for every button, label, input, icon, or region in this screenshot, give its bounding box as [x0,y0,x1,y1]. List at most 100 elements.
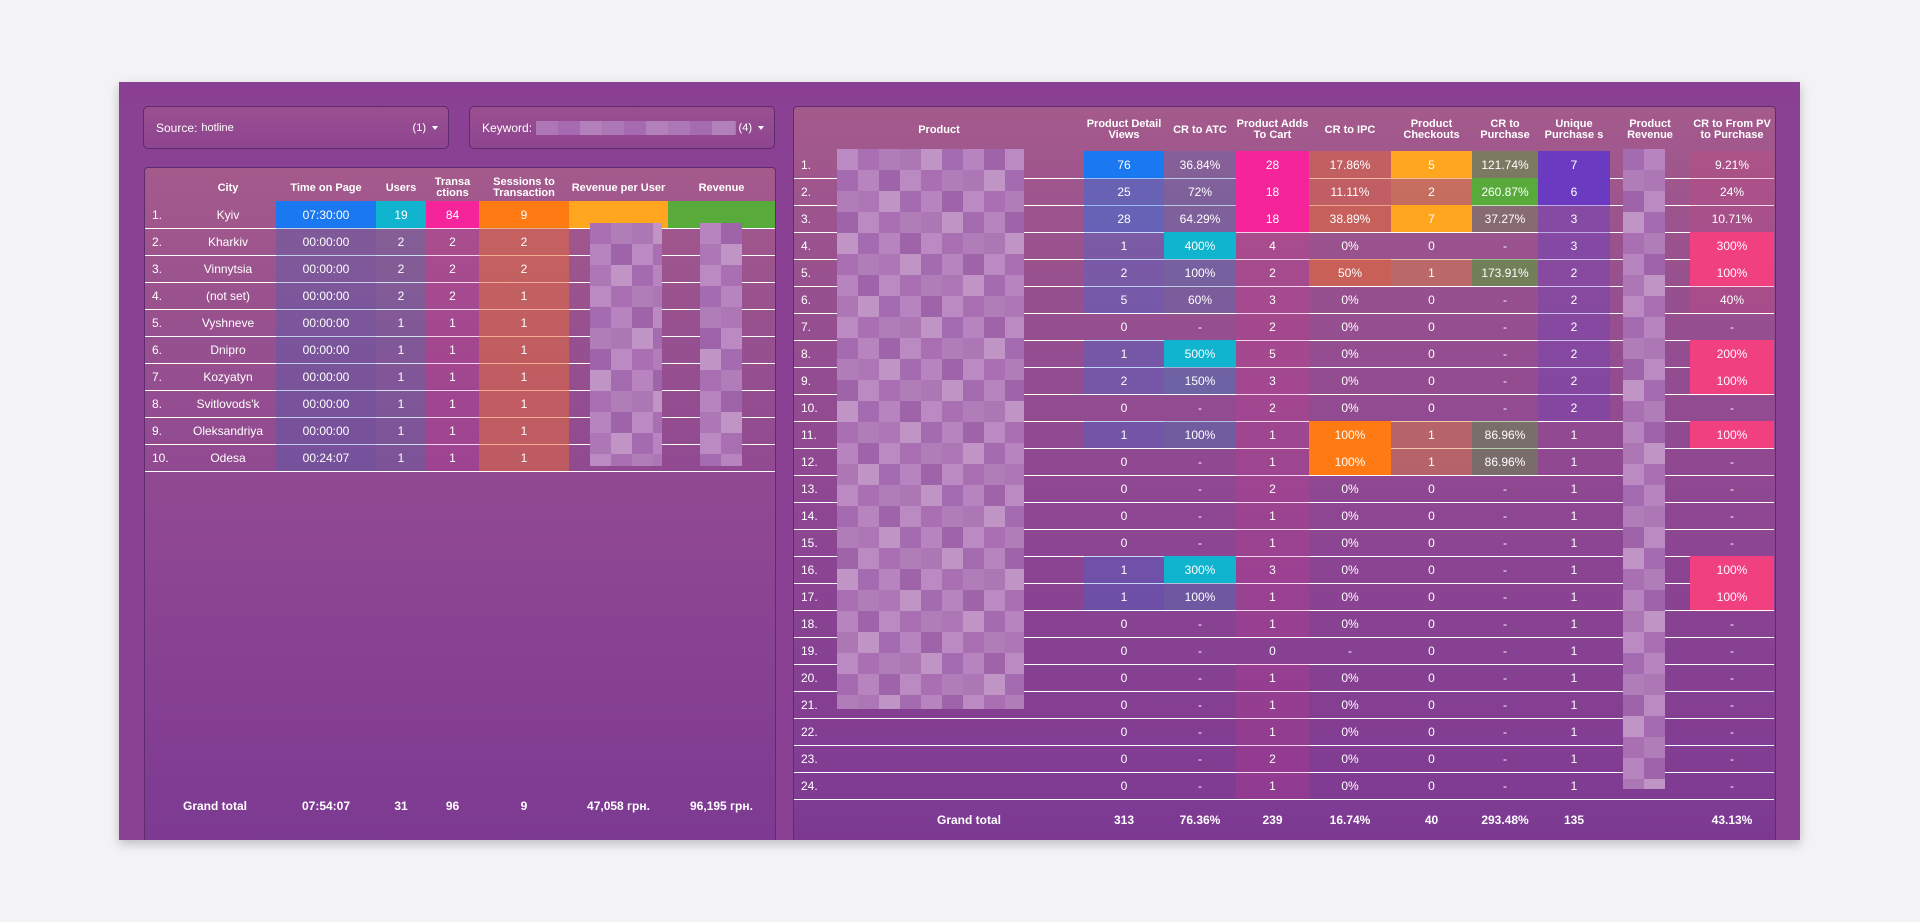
detail-views-cell: 0 [1120,697,1128,712]
time-cell: 00:00:00 [276,282,376,309]
cr-to-ipc-cell: 0% [1341,508,1359,523]
city-cell: Kharkiv [207,234,248,249]
checkouts-cell: 0 [1428,643,1435,658]
city-cell: (not set) [205,288,250,303]
users-cell: 19 [376,201,426,228]
users-cell: 1 [376,363,426,390]
cr-to-ipc-cell: 0% [1341,751,1359,766]
row-index: 4. [801,238,812,253]
table-row: 4. (not set) 00:00:00 2 2 1 [145,282,775,310]
table-row: 5. 2 100% 2 50% 1 173.91% 2 100% [794,259,1774,287]
detail-views-cell: 0 [1120,535,1128,550]
total-band [794,802,1774,840]
cr-to-atc-cell: 60% [1164,286,1236,313]
grand-total-label: Grand total [182,799,247,813]
row-index: 2. [152,234,163,249]
cr-to-atc-cell: - [1198,481,1202,496]
detail-views-cell: 1 [1084,583,1164,610]
cr-to-atc-cell: - [1198,508,1202,523]
unique-purchases-cell: 1 [1570,589,1578,604]
adds-to-cart-cell: 2 [1236,475,1309,502]
total-cr-to-ipc: 16.74% [1329,813,1371,827]
detail-views-cell: 0 [1120,670,1128,685]
total-revenue-per-user: 47,058 грн. [587,799,650,813]
row-index: 5. [152,315,163,330]
row-index: 17. [801,589,818,604]
sessions-cell: 2 [479,228,569,255]
checkouts-cell: 0 [1428,724,1435,739]
table-row: 16. 1 300% 3 0% 0-1 100% [794,556,1774,584]
total-checkouts: 40 [1424,813,1439,827]
checkouts-cell: 0 [1428,751,1435,766]
detail-views-cell: 0 [1120,643,1128,658]
checkouts-cell: 0 [1428,589,1435,604]
pv-to-purchase-cell: 9.21% [1690,151,1774,178]
unique-purchases-cell: 1 [1570,454,1578,469]
transactions-cell: 1 [426,390,479,417]
row-index: 11. [801,427,817,442]
pv-to-purchase-cell: 100% [1690,583,1774,610]
table-row: 19. 0 - 0 - 0 - 1 - [794,637,1774,665]
checkouts-cell: 1 [1391,259,1472,286]
table-row: 2. 25 72% 18 11.11% 2 260.87% 6 24% [794,178,1774,206]
unique-purchases-cell: 1 [1570,481,1578,496]
checkouts-cell: 7 [1391,205,1472,232]
row-index: 9. [152,423,163,438]
cr-to-atc-cell: - [1198,616,1202,631]
city-col-header: Time on Page [290,181,362,194]
table-row: 7. 0 - 2 0% 0 - 2 - [794,313,1774,341]
sessions-cell: 1 [479,309,569,336]
cr-to-ipc-cell: 0% [1341,778,1359,793]
product-col-header: Product Checkouts [1403,118,1460,141]
adds-to-cart-cell: 1 [1236,421,1309,448]
cr-to-ipc-cell: 0% [1341,238,1359,253]
unique-purchases-cell: 6 [1538,178,1610,205]
row-index: 13. [801,481,818,496]
detail-views-cell: 0 [1120,319,1128,334]
revenue-redacted [700,223,742,466]
users-cell: 1 [376,444,426,471]
total-pv-to-purchase: 43.13% [1711,813,1753,827]
cr-to-ipc-cell: - [1348,643,1352,658]
users-cell: 1 [376,336,426,363]
table-row: 18. 0 - 1 0% 0 - 1 - [794,610,1774,638]
adds-to-cart-cell: 5 [1236,340,1309,367]
chevron-down-icon [758,126,764,130]
sessions-cell: 1 [479,282,569,309]
cr-to-ipc-cell: 0% [1341,589,1359,604]
pv-to-purchase-cell: - [1730,454,1734,469]
cr-to-purchase-cell: - [1503,238,1507,253]
table-row: 8. 1 500% 5 0% 0 - 2 200% [794,340,1774,368]
cr-to-atc-cell: - [1198,778,1202,793]
time-cell: 00:00:00 [276,336,376,363]
total-adds-to-cart: 239 [1262,813,1283,827]
cr-to-purchase-cell: - [1503,697,1507,712]
product-name-redacted [837,149,1024,709]
table-row: 6. 5 60% 3 0% 0 - 2 40% [794,286,1774,314]
source-filter-label: Source: [156,120,198,135]
detail-views-cell: 1 [1084,340,1164,367]
cr-to-ipc-cell: 17.86% [1309,151,1391,178]
adds-to-cart-cell: 2 [1236,745,1309,772]
adds-to-cart-cell: 2 [1236,259,1309,286]
keyword-filter[interactable]: Keyword: (4) [469,106,775,149]
cr-to-atc-cell: 500% [1164,340,1236,367]
cr-to-purchase-cell: 86.96% [1472,421,1538,448]
table-row: 10. 0 - 2 0% 0 - 2 - [794,394,1774,422]
table-row: 11. 1 100% 1 100% 1 86.96% 1 100% [794,421,1774,449]
adds-to-cart-cell: 2 [1236,394,1309,421]
chevron-down-icon [432,126,438,130]
cr-to-purchase-cell: - [1503,616,1507,631]
source-filter[interactable]: Source: hotline (1) [143,106,449,149]
sessions-cell: 1 [479,336,569,363]
unique-purchases-cell: 1 [1570,616,1578,631]
adds-to-cart-cell: 3 [1236,286,1309,313]
cr-to-atc-cell: - [1198,724,1202,739]
transactions-cell: 2 [426,255,479,282]
cr-to-purchase-cell: - [1503,292,1507,307]
checkouts-cell: 0 [1428,778,1435,793]
unique-purchases-cell: 1 [1570,724,1578,739]
cr-to-purchase-cell: 37.27% [1472,205,1538,232]
checkouts-cell: 0 [1428,373,1435,388]
unique-purchases-cell: 2 [1538,340,1610,367]
